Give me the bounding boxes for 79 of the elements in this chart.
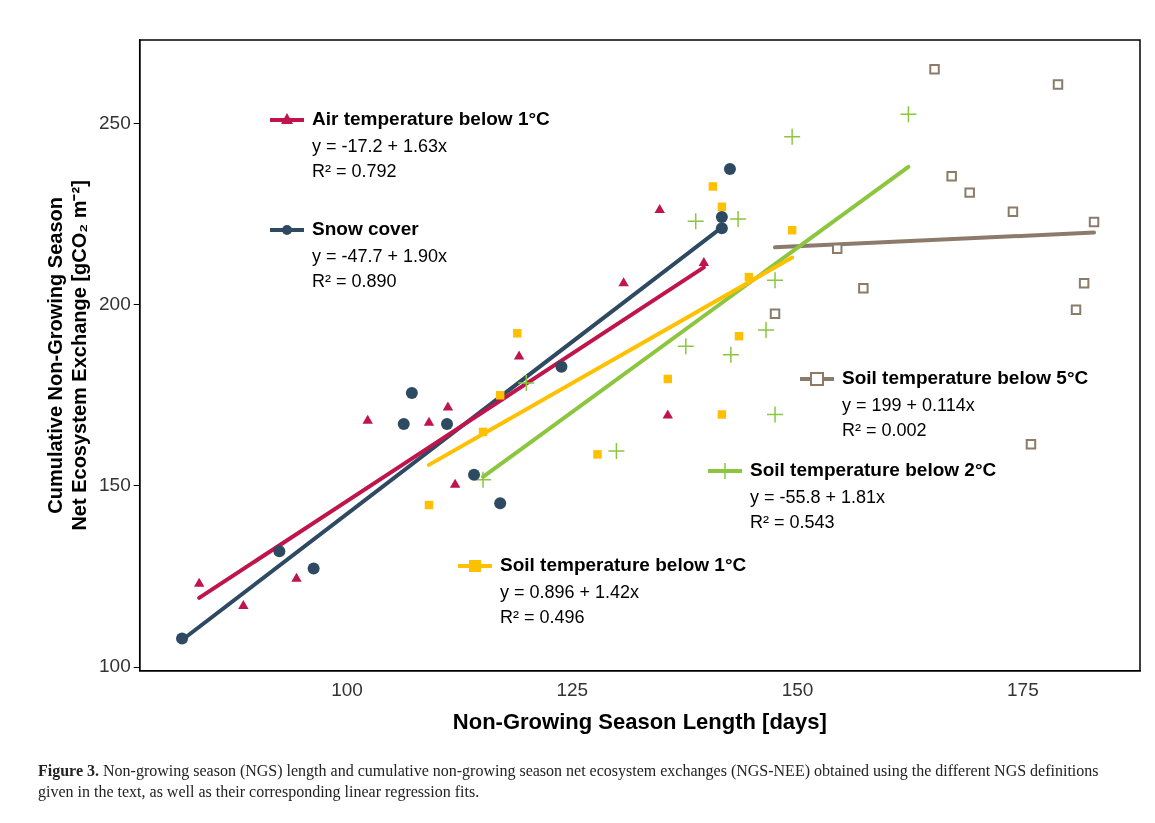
point	[474, 471, 492, 489]
point	[1025, 438, 1037, 450]
point	[729, 210, 747, 228]
point	[442, 401, 454, 411]
point	[722, 345, 740, 364]
point	[783, 128, 801, 146]
point	[238, 599, 249, 609]
point	[858, 283, 869, 294]
annotation: R² = 0.496	[500, 606, 585, 627]
point	[715, 222, 728, 235]
point	[787, 226, 797, 235]
point	[654, 204, 665, 214]
x-tick-label: 175	[1007, 679, 1039, 701]
legend-label: Soil temperature below 2°C	[750, 459, 997, 481]
point	[1078, 278, 1090, 289]
legend-label: Soil temperature below 5°C	[842, 367, 1089, 389]
point	[757, 321, 775, 339]
annotation: y = -55.8 + 1.81x	[750, 486, 886, 507]
point	[593, 450, 602, 459]
point	[495, 391, 505, 400]
point	[449, 478, 461, 488]
x-tick-label: 100	[331, 679, 363, 701]
legend-label: Soil temperature below 1°C	[500, 554, 747, 576]
point	[1007, 206, 1019, 218]
annotation: R² = 0.002	[842, 419, 927, 440]
x-tick-label: 150	[781, 679, 814, 701]
caption: Figure 3. Non-growing season (NGS) length and cumulative non-growing season net ecosystem exchanges (NGS-NEE) obtained using the different NGS definitions given in the text, as well as their corresponding linear regression fits.	[38, 761, 1100, 802]
y-tick-label: 150	[99, 474, 131, 496]
point	[176, 632, 189, 645]
x-axis-title: Non-Growing Season Length [days]	[452, 708, 827, 734]
point	[607, 442, 626, 460]
point	[1088, 216, 1100, 228]
point	[513, 329, 522, 338]
point	[494, 497, 507, 510]
y-tick-label: 200	[99, 292, 131, 314]
point	[715, 210, 728, 223]
x-tick-label: 125	[556, 679, 589, 701]
point	[1052, 79, 1064, 90]
point	[405, 387, 418, 400]
point	[723, 163, 736, 176]
point	[964, 187, 975, 198]
point	[291, 572, 302, 582]
point	[423, 416, 435, 426]
y-tick-label: 250	[99, 111, 131, 133]
point	[769, 308, 781, 319]
point	[468, 468, 481, 481]
legend-label: Snow cover	[312, 218, 420, 240]
point	[677, 337, 695, 356]
annotation: y = 199 + 0.114x	[842, 394, 975, 415]
annotation: R² = 0.792	[312, 160, 397, 181]
point	[929, 64, 940, 75]
annotation: y = -47.7 + 1.90x	[312, 245, 448, 266]
legend-label: Air temperature below 1°C	[312, 108, 551, 130]
point	[307, 562, 320, 575]
annotation: y = -17.2 + 1.63x	[312, 135, 448, 156]
y-tick-label: 100	[99, 655, 131, 677]
y-axis-title: Cumulative Non-Growing Season Net Ecosystem Exchange [gCO₂ m⁻²]	[43, 180, 90, 531]
point	[766, 271, 784, 290]
point	[193, 577, 205, 587]
point	[273, 545, 286, 558]
point	[362, 414, 373, 424]
point	[686, 212, 705, 231]
point	[397, 417, 410, 430]
point	[946, 171, 957, 182]
point	[517, 374, 536, 392]
point	[618, 277, 629, 287]
point	[899, 105, 918, 124]
point	[698, 256, 710, 266]
point	[717, 410, 727, 419]
point	[708, 182, 718, 191]
point	[766, 405, 784, 424]
annotation: R² = 0.543	[750, 511, 835, 532]
point	[1070, 304, 1082, 315]
point	[555, 360, 568, 373]
annotation: y = 0.896 + 1.42x	[500, 581, 640, 602]
point	[513, 350, 525, 360]
annotation: R² = 0.890	[312, 270, 397, 291]
point	[441, 417, 453, 430]
point	[662, 409, 673, 419]
